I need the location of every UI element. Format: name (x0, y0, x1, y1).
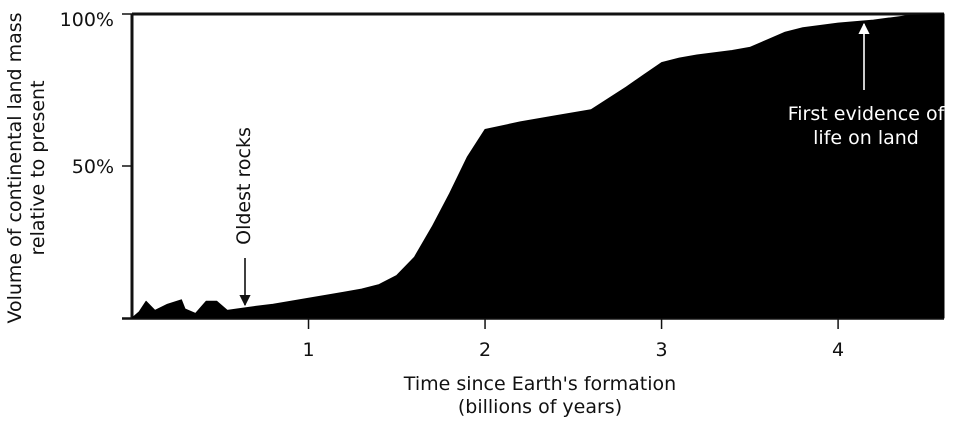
y-axis-title-line-2: relative to present (27, 80, 49, 255)
oldest-rocks-label: Oldest rocks (233, 127, 255, 245)
y-ticks-layer: 50% 100% (60, 9, 132, 178)
x-axis-title-line-1: Time since Earth's formation (403, 373, 676, 395)
x-tick-label: 2 (479, 339, 491, 361)
x-axis-title-line-2: (billions of years) (458, 396, 622, 418)
x-ticks-layer: 1 2 3 4 (302, 319, 844, 361)
x-tick-label: 1 (302, 339, 314, 361)
y-axis-title-line-1: Volume of continental land mass (4, 12, 26, 323)
x-tick-label: 4 (832, 339, 844, 361)
series-layer (131, 13, 945, 319)
series-area-0 (131, 13, 945, 319)
x-tick-label: 3 (656, 339, 668, 361)
y-tick-label: 100% (60, 9, 114, 31)
life-on-land-label-line-1: First evidence of (788, 103, 946, 125)
life-on-land-label-line-2: life on land (813, 127, 919, 149)
y-tick-label: 50% (72, 156, 114, 178)
